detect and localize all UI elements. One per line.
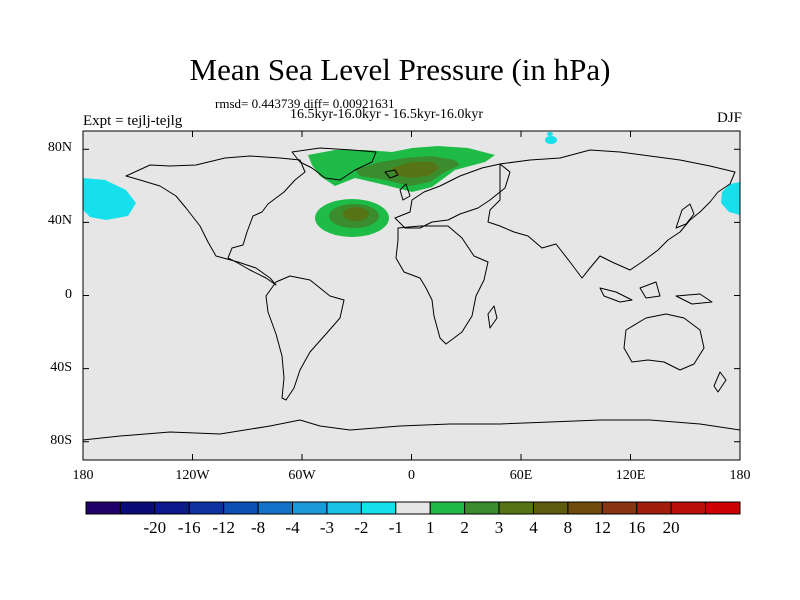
colorbar-label: -1 [388,518,403,537]
lat-label: 80S [50,432,72,448]
anomaly-arctic-spots [545,132,557,144]
map-title: Mean Sea Level Pressure (in hPa) [189,52,611,87]
colorbar-swatch [395,501,431,515]
colorbar-swatch [567,501,603,515]
experiment-label: Expt = tejlj-tejlg [83,113,183,129]
colorbar-swatch [292,501,328,515]
lon-label: 180 [72,468,94,483]
colorbar-swatch [188,501,225,515]
colorbar-label: 2 [460,518,469,537]
colorbar-swatch [223,501,259,515]
colorbar-label: 4 [529,518,538,537]
lon-label: 180 [729,468,751,483]
lon-label: 60E [509,468,533,483]
anomaly-north-atlantic [315,199,389,237]
colorbar-swatch [705,501,741,515]
colorbar-label: 8 [563,518,573,537]
colorbar-swatch [601,501,638,515]
colorbar-label: 1 [425,518,435,537]
colorbar-label: 12 [593,518,611,537]
colorbar-swatch [257,501,294,515]
anomaly-north-pacific-west [83,178,136,220]
colorbar-swatch [85,501,121,515]
colorbar-swatch [464,501,500,515]
colorbar-label: -2 [354,518,369,537]
colorbar-label: -8 [251,518,266,537]
coastlines [83,147,740,441]
lon-label: 60W [288,468,316,483]
lon-label: 120E [615,468,646,483]
colorbar-swatch [498,501,534,515]
lon-label: 120W [175,468,210,483]
colorbar-label: 3 [494,518,504,537]
colorbar-swatch [532,501,569,515]
colorbar-label: 20 [662,518,680,537]
period-text: 16.5kyr-16.0kyr - 16.5kyr-16.0kyr [290,107,484,122]
colorbar-swatch [670,501,707,515]
colorbar-swatch [326,501,362,515]
colorbar-swatch [119,501,156,515]
colorbar-label: -3 [319,518,335,537]
lat-label: 0 [65,286,72,302]
colorbar-label: -16 [177,518,201,537]
colorbar-label: -12 [212,518,235,537]
colorbar-swatch [636,501,672,515]
colorbar-label: -20 [143,518,167,537]
colorbar-swatch [360,501,397,515]
colorbar-label: 16 [628,518,646,537]
colorbar-swatch [429,501,466,515]
anomaly-greenland-iceland [308,146,495,192]
stats-text: rmsd= 0.443739 diff= 0.00921631 [215,96,395,111]
lat-label: 80N [47,140,72,156]
lat-label: 40N [47,213,72,229]
colorbar-swatch [154,501,190,515]
season-label: DJF [716,110,742,126]
anomaly-north-pacific-east [721,182,740,215]
colorbar-label: -4 [285,518,300,537]
axis-ticks [82,131,741,460]
lat-label: 40S [50,359,72,375]
lon-label: 0 [408,468,415,483]
